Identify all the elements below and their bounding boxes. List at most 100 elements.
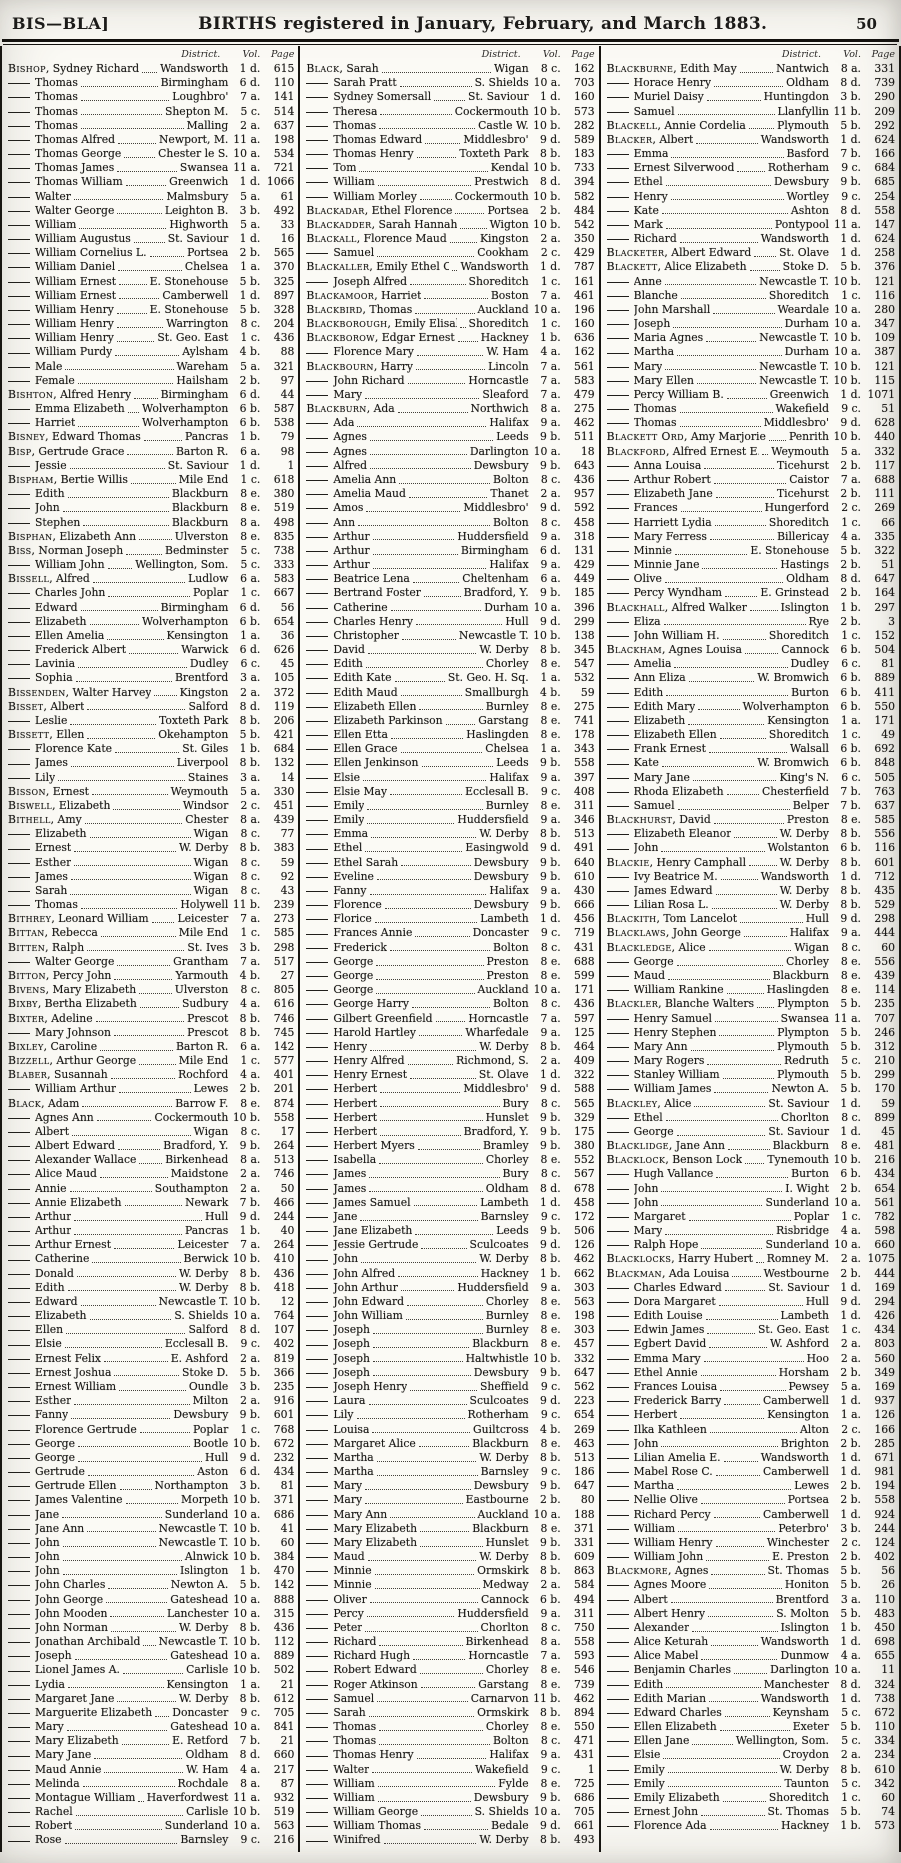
entry-vol: 3 b.	[239, 940, 261, 954]
entry-vol: 8 b.	[540, 1564, 561, 1578]
entry-vol: 8 a.	[240, 1776, 261, 1790]
ditto-dash	[8, 422, 35, 424]
index-entry: Bivens, Mary Elizabeth Ulverston 8 c. 805	[8, 983, 294, 997]
entry-name: Walter George	[35, 954, 115, 968]
entry-vol: 7 a.	[840, 472, 861, 486]
ditto-dash	[8, 1216, 35, 1218]
entry-name: Tom	[333, 161, 357, 175]
entry-district: Wolverhampton	[142, 614, 229, 628]
ditto-dash	[607, 295, 634, 297]
entry-district: Leighton B.	[164, 203, 229, 217]
dotted-leader	[715, 1545, 764, 1547]
entry-district: E. Stonehouse	[750, 543, 829, 557]
ditto-dash	[607, 238, 634, 240]
entry-name: Mary	[333, 1479, 363, 1493]
entry-page: 383	[273, 841, 295, 855]
index-entry: Bissenden, Walter Harvey Kingston 2 a. 372	[8, 686, 294, 700]
ditto-dash	[306, 1684, 333, 1686]
entry-district: Gateshead	[170, 1649, 229, 1663]
entry-name: Mary Johnson	[35, 1025, 111, 1039]
entry-district: Darlington	[469, 444, 529, 458]
dotted-leader	[724, 1715, 770, 1717]
index-columns: District. Vol. Page Bishop, Sydney Richa…	[0, 46, 901, 1852]
entry-surname: Bisson	[8, 784, 46, 798]
ditto-dash	[607, 564, 634, 566]
dotted-leader	[734, 836, 777, 838]
entry-district: Honiton	[784, 1578, 829, 1592]
ditto-dash	[8, 1131, 35, 1133]
index-entry: Bisphan, Elizabeth Ann Ulverston 8 e. 835	[8, 530, 294, 544]
ditto-dash	[8, 1670, 35, 1672]
index-entry: Bissett, Ellen Okehampton 5 b. 421	[8, 728, 294, 742]
entry-district: Mile End	[178, 1054, 229, 1068]
entry-vol: 1 c.	[540, 317, 561, 331]
entry-name: Ethel	[633, 1110, 663, 1124]
entry-name: Blacklocks, Harry Hubert	[606, 1252, 753, 1266]
dotted-leader	[358, 525, 490, 527]
entry-vol: 3 b.	[840, 1521, 861, 1535]
entry-vol: 10 a.	[833, 1195, 861, 1209]
entry-name: Elizabeth	[35, 1309, 87, 1323]
entry-vol: 9 c.	[540, 784, 561, 798]
entry-page: 56	[881, 1564, 895, 1578]
dotted-leader	[106, 1602, 168, 1604]
index-entry: John I. Wight 2 b. 654	[607, 1182, 895, 1196]
entry-page: 198	[273, 132, 295, 146]
entry-name: William Thomas	[333, 1819, 422, 1833]
ditto-dash	[8, 1811, 35, 1813]
entry-vol: 10 a.	[533, 600, 561, 614]
entry-vol: 5 b.	[840, 1082, 861, 1096]
entry-district: Easingwold	[465, 841, 529, 855]
ditto-dash	[306, 1315, 333, 1317]
index-entry: Elizabeth Parkinson Garstang 8 e. 741	[306, 714, 594, 728]
entry-district: Maidstone	[170, 1167, 229, 1181]
index-entry: Herbert Myers Bramley 9 b. 380	[306, 1139, 594, 1153]
entry-vol: 1 b.	[239, 1224, 261, 1238]
ditto-dash	[306, 592, 333, 594]
entry-district: Warrington	[166, 317, 229, 331]
entry-vol: 6 b.	[540, 1592, 561, 1606]
ditto-dash	[306, 437, 333, 439]
entry-vol: 1 d.	[540, 912, 561, 926]
entry-name: Biswell, Elizabeth	[8, 798, 111, 812]
dotted-leader	[661, 1446, 778, 1448]
entry-name: Margaret Jane	[35, 1691, 115, 1705]
entry-district: Dewsbury	[473, 855, 529, 869]
index-entry: Walter George Leighton B. 3 b. 492	[8, 204, 294, 218]
entry-page: 556	[874, 954, 895, 968]
entry-page: 565	[574, 1096, 595, 1110]
entry-page: 110	[874, 1720, 895, 1734]
entry-name: Olive	[633, 572, 662, 586]
entry-vol: 8 b.	[239, 1011, 261, 1025]
entry-vol: 8 e.	[540, 954, 561, 968]
entry-district: I. Wight	[785, 1181, 829, 1195]
entry-name: Frederick Albert	[35, 643, 127, 657]
entry-name: Lily	[333, 1408, 354, 1422]
dotted-leader	[100, 1049, 173, 1051]
entry-district: Newcastle T.	[158, 1635, 229, 1649]
ditto-dash	[306, 1797, 333, 1799]
index-entry: Alice Maud Maidstone 2 a. 746	[8, 1167, 294, 1181]
entry-vol: 2 b.	[840, 458, 861, 472]
entry-page: 335	[874, 529, 895, 543]
entry-page: 114	[874, 983, 895, 997]
entry-district: St. Olave	[478, 1068, 529, 1082]
entry-district: Birmingham	[160, 600, 229, 614]
entry-page: 98	[280, 444, 295, 458]
entry-district: Leeds	[496, 756, 529, 770]
entry-vol: 1 d.	[840, 1394, 861, 1408]
entry-vol: 1 b.	[540, 1266, 561, 1280]
ditto-dash	[607, 592, 634, 594]
ditto-dash	[306, 1414, 333, 1416]
entry-page: 429	[574, 558, 595, 572]
entry-name: George	[333, 983, 374, 997]
entry-name: Agnes Ann	[35, 1110, 94, 1124]
entry-name: Henry Ernest	[333, 1068, 408, 1082]
entry-vol: 5 a.	[840, 444, 861, 458]
dotted-leader	[89, 1318, 172, 1320]
index-entry: Blacklocks, Harry Hubert Romney M. 2 a. 107…	[607, 1252, 895, 1266]
entry-page: 56	[280, 600, 295, 614]
entry-page: 315	[273, 1606, 295, 1620]
dotted-leader	[410, 1389, 478, 1391]
entry-district: E. Stonehouse	[149, 302, 229, 316]
